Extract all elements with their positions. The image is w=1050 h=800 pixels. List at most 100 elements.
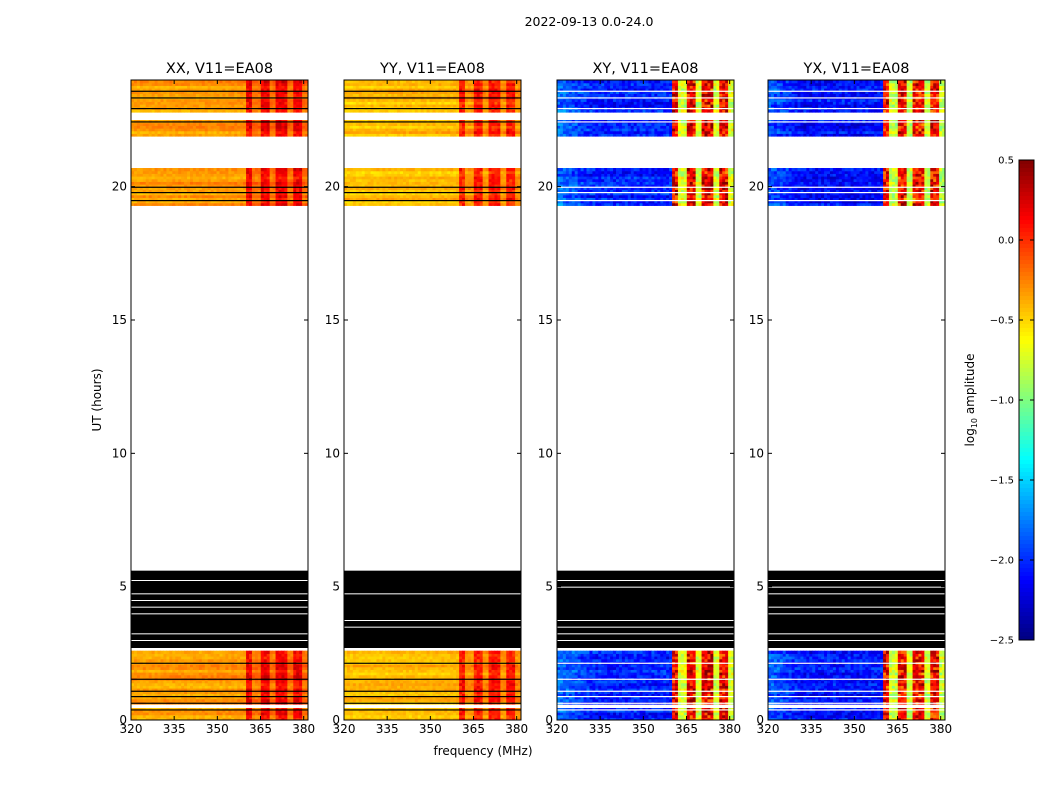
colorbar-segment	[1019, 444, 1034, 449]
colorbar-segment	[1019, 168, 1034, 173]
gap-line	[768, 97, 945, 99]
gap-line	[768, 121, 945, 123]
flag-gap-line	[131, 640, 308, 641]
x-tick-label: 320	[120, 722, 143, 736]
gap-line	[344, 662, 521, 664]
heatmap-yy	[344, 80, 521, 720]
colorbar-segment	[1019, 204, 1034, 209]
colorbar-segment	[1019, 224, 1034, 229]
colorbar: 0.5 0.0 −0.5 −1.0 −1.5 −2.0 −2.5	[990, 156, 1035, 647]
colorbar-segment	[1019, 544, 1034, 549]
colorbar-segment	[1019, 356, 1034, 361]
colorbar-segment	[1019, 428, 1034, 433]
gap-line	[131, 121, 308, 123]
colorbar-segment	[1019, 636, 1034, 641]
colorbar-segment	[1019, 472, 1034, 477]
y-tick-label: 15	[749, 313, 764, 327]
panel-xy: 320 335 350 365 380 0 5 10 15 20 XY, V11=EA08	[538, 61, 741, 736]
heatmap-xx	[131, 80, 308, 720]
colorbar-segment	[1019, 304, 1034, 309]
gap-line	[768, 90, 945, 92]
colorbar-segment	[1019, 280, 1034, 285]
x-tick-label: 335	[163, 722, 186, 736]
gap-line	[131, 192, 308, 194]
colorbar-segment	[1019, 336, 1034, 341]
colorbar-segment	[1019, 576, 1034, 581]
flag-gap-line	[768, 586, 945, 588]
flag-gap-line	[768, 593, 945, 595]
gap-line	[344, 97, 521, 99]
gap-line	[768, 678, 945, 680]
gap-line	[557, 192, 734, 194]
colorbar-segment	[1019, 568, 1034, 573]
colorbar-segment	[1019, 628, 1034, 633]
figure-title: 2022-09-13 0.0-24.0	[524, 14, 654, 29]
colorbar-segment	[1019, 236, 1034, 241]
colorbar-segment	[1019, 388, 1034, 393]
colorbar-segment	[1019, 632, 1034, 637]
colorbar-segment	[1019, 396, 1034, 401]
y-tick-label: 5	[119, 580, 127, 594]
colorbar-segment	[1019, 492, 1034, 497]
heatmap-yx	[768, 80, 945, 720]
flag-gap-line	[344, 620, 521, 621]
colorbar-segment	[1019, 452, 1034, 457]
gap-line	[131, 108, 308, 110]
colorbar-segment	[1019, 276, 1034, 281]
colorbar-segment	[1019, 256, 1034, 261]
colorbar-tick-label: −0.5	[990, 316, 1014, 327]
gap-line	[557, 696, 734, 698]
gap-line	[131, 709, 308, 711]
gap-line	[344, 121, 521, 123]
gap-line	[131, 97, 308, 99]
gap-line	[557, 200, 734, 202]
y-tick-label: 20	[325, 180, 340, 194]
gap-line	[344, 90, 521, 92]
flag-gap-line	[768, 606, 945, 608]
x-tick-label: 380	[505, 722, 528, 736]
colorbar-segment	[1019, 432, 1034, 437]
y-tick-label: 0	[545, 713, 553, 727]
colorbar-segment	[1019, 420, 1034, 425]
colorbar-segment	[1019, 460, 1034, 465]
colorbar-segment	[1019, 248, 1034, 253]
gap-line	[768, 192, 945, 194]
colorbar-segment	[1019, 340, 1034, 345]
colorbar-segment	[1019, 164, 1034, 169]
y-tick-label: 15	[325, 313, 340, 327]
colorbar-label-rest: amplitude	[963, 354, 977, 418]
colorbar-segment	[1019, 192, 1034, 197]
flag-gap-line	[768, 640, 945, 641]
colorbar-segment	[1019, 504, 1034, 509]
colorbar-segment	[1019, 588, 1034, 593]
flag-gap-line	[557, 626, 734, 628]
gap-line	[557, 662, 734, 664]
colorbar-segment	[1019, 196, 1034, 201]
flagged-block	[768, 570, 945, 648]
gap-line	[344, 702, 521, 704]
y-tick-label: 5	[332, 580, 340, 594]
y-tick-label: 10	[112, 446, 127, 460]
gap-line	[768, 709, 945, 711]
colorbar-segment	[1019, 268, 1034, 273]
colorbar-segment	[1019, 228, 1034, 233]
colorbar-segment	[1019, 260, 1034, 265]
colorbar-segment	[1019, 604, 1034, 609]
colorbar-segment	[1019, 404, 1034, 409]
colorbar-segment	[1019, 184, 1034, 189]
x-tick-label: 380	[929, 722, 952, 736]
flag-gap-line	[768, 633, 945, 635]
colorbar-segment	[1019, 188, 1034, 193]
colorbar-segment	[1019, 416, 1034, 421]
colorbar-segment	[1019, 212, 1034, 217]
gap-line	[344, 678, 521, 680]
colorbar-label-log: log	[963, 428, 977, 446]
colorbar-segment	[1019, 532, 1034, 537]
gap-line	[557, 678, 734, 680]
colorbar-segment	[1019, 464, 1034, 469]
colorbar-tick-label: −2.5	[990, 636, 1014, 647]
colorbar-segment	[1019, 608, 1034, 613]
colorbar-segment	[1019, 312, 1034, 317]
y-tick-label: 10	[749, 446, 764, 460]
y-tick-label: 0	[756, 713, 764, 727]
